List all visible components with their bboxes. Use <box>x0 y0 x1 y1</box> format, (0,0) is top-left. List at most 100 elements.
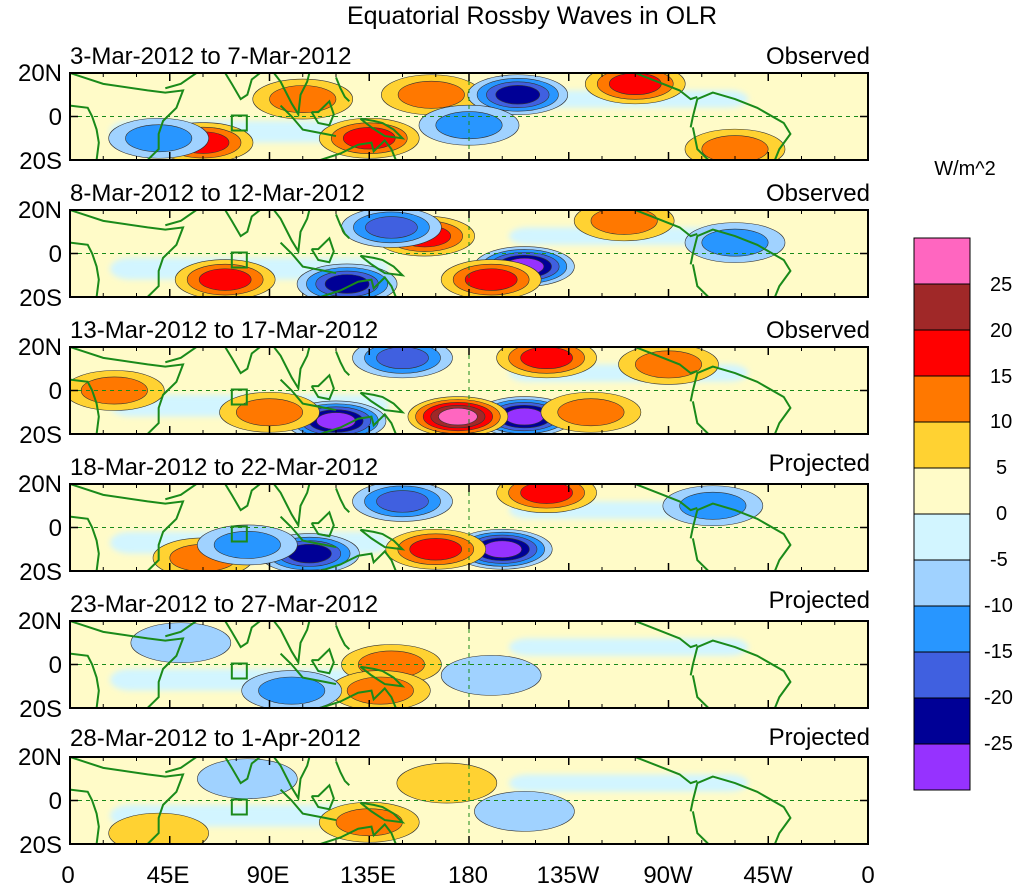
olr-anomaly-contour <box>316 412 356 430</box>
panel-6-date: 28-Mar-2012 to 1-Apr-2012 <box>70 725 361 752</box>
olr-anomaly-contour <box>342 127 396 150</box>
coastline <box>691 127 710 160</box>
olr-anomaly-contour <box>236 398 304 427</box>
olr-anomaly-contour <box>438 407 478 426</box>
coastline <box>279 788 337 822</box>
panel-1-date: 3-Mar-2012 to 7-Mar-2012 <box>70 43 352 70</box>
olr-anomaly-contour <box>464 268 518 291</box>
olr-anomaly-contour <box>258 676 326 705</box>
map-panel-2 <box>69 209 869 298</box>
olr-anomaly-contour <box>440 655 542 696</box>
colorbar-swatch <box>913 559 971 607</box>
reference-box <box>230 114 248 132</box>
coastline <box>359 254 406 277</box>
lat-label-eq: 0 <box>48 652 62 679</box>
coastline <box>335 760 351 786</box>
coastline <box>224 757 262 785</box>
reference-box <box>230 251 248 269</box>
coastline <box>273 73 311 118</box>
coastline <box>320 822 397 844</box>
coastline <box>634 757 698 785</box>
map-panel-5 <box>69 620 869 709</box>
coastline <box>310 510 335 538</box>
coastline <box>689 639 792 708</box>
coastline <box>273 484 311 529</box>
colorbar-swatch <box>913 467 971 515</box>
coastline <box>634 621 698 649</box>
olr-anomaly-contour <box>474 791 575 832</box>
figure-title: Equatorial Rossby Waves in OLR <box>346 2 718 30</box>
lon-label-0: 0 <box>61 862 75 889</box>
panel-3-status: Observed <box>765 317 870 344</box>
coastline <box>70 378 100 434</box>
coastline <box>165 484 197 501</box>
coastline <box>273 347 311 392</box>
olr-anomaly-contour <box>365 216 418 239</box>
reference-box <box>230 388 248 406</box>
coastline <box>634 210 698 238</box>
coastline <box>320 275 397 297</box>
coastline <box>224 621 262 649</box>
lat-label-20s: 20S <box>19 285 62 312</box>
olr-anomaly-contour <box>396 762 498 804</box>
colorbar-label: -20 <box>984 687 1013 709</box>
coastline <box>70 73 185 160</box>
coastline <box>359 528 406 551</box>
panel-1-status: Observed <box>765 43 870 70</box>
coastline <box>70 652 100 708</box>
coastline <box>320 686 397 708</box>
coastline <box>320 549 397 571</box>
coastline <box>165 757 197 774</box>
colorbar-label: 0 <box>996 503 1008 525</box>
coastline <box>70 347 185 434</box>
colorbar-label: 15 <box>990 366 1013 388</box>
coastline <box>335 350 351 376</box>
colorbar <box>913 237 971 791</box>
coastline <box>634 484 698 512</box>
lat-label-20s: 20S <box>19 422 62 449</box>
map-panel-3 <box>69 346 869 435</box>
map-panels <box>69 72 869 845</box>
coastline <box>335 624 351 650</box>
coastline <box>273 210 311 255</box>
panel-4-date: 18-Mar-2012 to 22-Mar-2012 <box>70 454 379 481</box>
coastline <box>279 104 337 138</box>
coastline <box>165 210 197 227</box>
colorbar-swatch <box>913 421 971 469</box>
colorbar-label: 20 <box>990 320 1013 342</box>
olr-anomaly-contour <box>346 676 414 705</box>
coastline <box>279 652 337 686</box>
lon-label-135e: 135E <box>339 862 397 889</box>
coastline <box>70 241 100 297</box>
olr-anomaly-contour <box>590 210 658 235</box>
weak-anomaly-band <box>508 774 749 792</box>
coastline <box>691 675 710 708</box>
colorbar-swatch <box>913 375 971 423</box>
coastline <box>689 502 792 571</box>
olr-anomaly-contour <box>409 538 463 561</box>
coastline <box>359 665 406 688</box>
reference-box <box>230 525 248 543</box>
olr-anomaly-contour <box>198 268 252 291</box>
coastline <box>224 210 262 238</box>
coastline <box>310 647 335 675</box>
panel-4-status: Projected <box>768 450 870 477</box>
coastline <box>70 104 100 160</box>
coastline <box>279 378 337 412</box>
lat-label-20n: 20N <box>17 471 62 498</box>
coastline <box>279 241 337 275</box>
lon-label-180: 180 <box>447 862 489 889</box>
coastline <box>689 365 792 434</box>
olr-anomaly-contour <box>520 484 573 504</box>
coastline <box>310 373 335 401</box>
olr-anomaly-contour <box>701 228 769 257</box>
colorbar-swatch <box>913 513 971 561</box>
colorbar-swatch <box>913 329 971 377</box>
coastline <box>691 264 710 297</box>
coastline <box>335 487 351 513</box>
coastline <box>70 515 100 571</box>
panel-6-status: Projected <box>768 724 870 751</box>
map-panel-4 <box>69 483 869 572</box>
lat-label-20s: 20S <box>19 559 62 586</box>
coastline <box>310 99 335 127</box>
